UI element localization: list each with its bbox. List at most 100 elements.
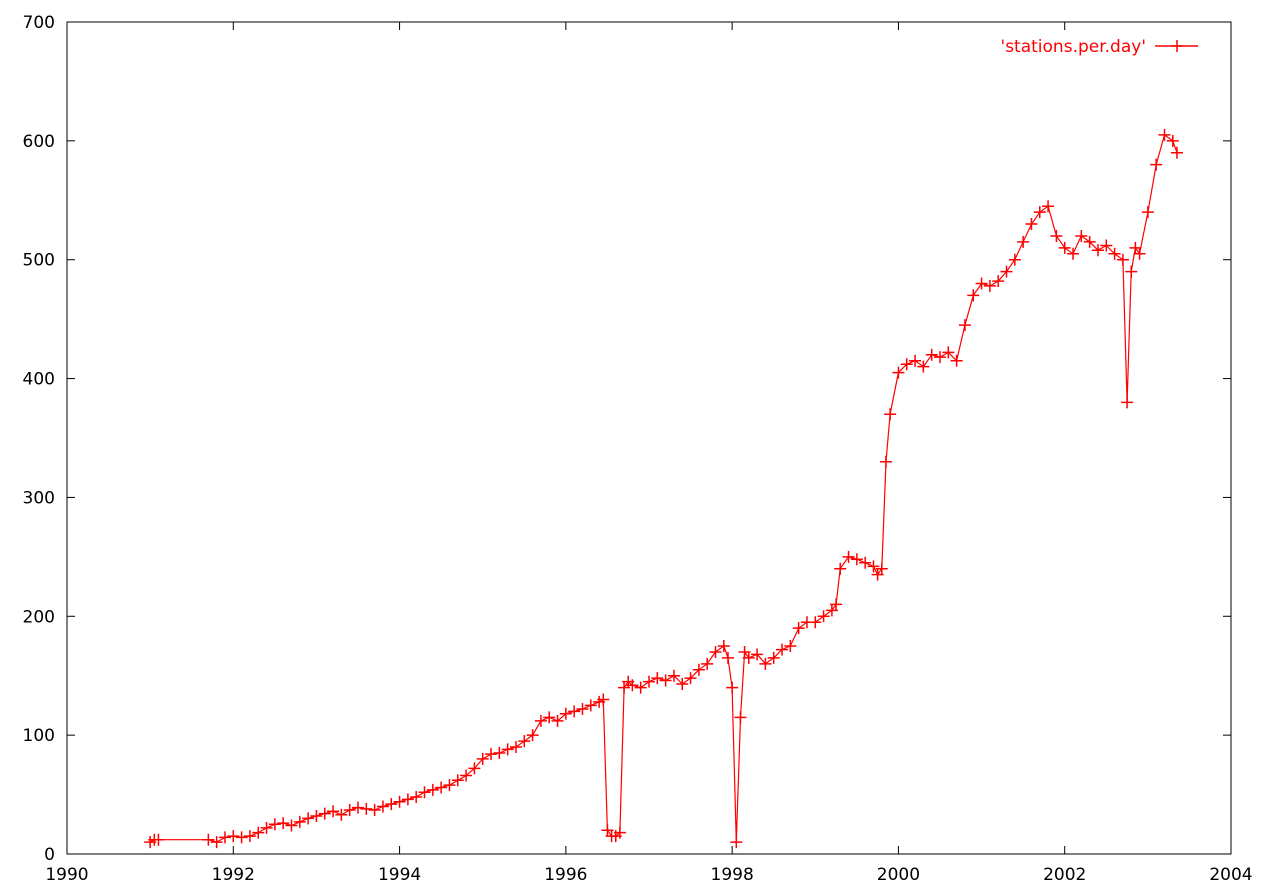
- data-point: [368, 804, 381, 817]
- data-point: [235, 831, 248, 844]
- data-point: [451, 774, 464, 787]
- data-point: [917, 360, 930, 373]
- data-point: [1008, 253, 1021, 266]
- data-point: [850, 553, 863, 566]
- data-point: [934, 351, 946, 364]
- data-point: [243, 830, 256, 843]
- data-point: [493, 746, 506, 759]
- data-point: [543, 711, 556, 724]
- data-point: [809, 616, 822, 629]
- data-point: [792, 622, 805, 635]
- data-point: [967, 289, 980, 302]
- data-point: [667, 669, 680, 682]
- data-point: [1075, 229, 1088, 242]
- y-tick-label: 300: [23, 488, 55, 508]
- data-point: [676, 678, 689, 691]
- data-point: [509, 741, 522, 754]
- data-point: [983, 279, 996, 292]
- data-point: [501, 743, 514, 756]
- data-point: [1042, 200, 1055, 213]
- data-point: [992, 275, 1005, 288]
- data-point: [925, 348, 938, 361]
- data-point: [551, 714, 564, 727]
- data-point: [950, 354, 963, 367]
- legend: 'stations.per.day': [1001, 37, 1198, 57]
- data-point: [318, 807, 331, 820]
- data-point: [1050, 229, 1063, 242]
- data-point: [310, 809, 323, 822]
- data-point: [651, 672, 664, 685]
- y-tick-label: 500: [23, 251, 55, 271]
- data-point: [842, 550, 855, 563]
- data-point: [817, 610, 830, 623]
- data-point: [1000, 265, 1013, 278]
- y-tick-label: 200: [23, 607, 55, 627]
- data-point: [401, 793, 414, 806]
- data-point: [534, 714, 547, 727]
- data-point: [485, 748, 498, 761]
- data-point: [879, 455, 892, 468]
- data-point: [759, 657, 772, 670]
- data-point: [285, 819, 298, 832]
- data-point: [1150, 158, 1163, 171]
- data-point: [1116, 253, 1129, 266]
- data-point: [210, 836, 223, 849]
- data-point: [830, 598, 843, 611]
- x-tick-label: 1998: [711, 865, 754, 885]
- data-point: [335, 808, 348, 821]
- data-point: [302, 812, 315, 825]
- legend-marker-sample: [1171, 40, 1183, 52]
- data-point: [1133, 247, 1146, 260]
- x-tick-label: 2000: [877, 865, 920, 885]
- data-point: [742, 651, 755, 664]
- data-point: [1158, 128, 1171, 141]
- data-point: [884, 408, 897, 421]
- data-point: [277, 817, 290, 830]
- data-point: [227, 830, 240, 843]
- data-point: [1017, 235, 1030, 248]
- data-point: [684, 672, 697, 685]
- data-point: [293, 815, 306, 828]
- data-point: [460, 769, 473, 782]
- y-tick-label: 700: [23, 13, 55, 33]
- data-point: [385, 798, 398, 811]
- data-point: [268, 818, 281, 831]
- data-point: [867, 560, 880, 573]
- data-point: [1033, 206, 1046, 219]
- legend-label: 'stations.per.day': [1001, 37, 1146, 57]
- data-point: [1170, 146, 1183, 159]
- data-point: [1083, 235, 1096, 248]
- data-point: [343, 804, 356, 817]
- y-tick-label: 0: [44, 845, 55, 865]
- data-point: [717, 640, 730, 652]
- data-point: [834, 562, 847, 575]
- plot-frame: [66, 21, 1232, 855]
- data-point: [909, 354, 922, 367]
- data-point: [559, 707, 572, 720]
- data-point: [443, 779, 456, 792]
- data-point: [526, 729, 539, 742]
- data-point: [418, 786, 431, 799]
- data-point: [900, 358, 913, 371]
- data-point: [393, 795, 406, 808]
- data-point: [202, 833, 215, 846]
- data-point: [1058, 241, 1071, 254]
- series-layer: [144, 128, 1183, 849]
- data-point: [568, 705, 581, 718]
- data-point: [726, 681, 739, 694]
- data-point: [376, 800, 389, 813]
- data-point: [701, 657, 714, 670]
- data-point: [435, 781, 448, 794]
- data-point: [892, 366, 905, 379]
- data-point: [252, 826, 265, 839]
- data-point: [643, 675, 655, 688]
- data-point: [476, 752, 489, 765]
- data-point: [152, 833, 165, 846]
- x-tick-label: 1992: [212, 865, 255, 885]
- data-point: [360, 802, 373, 815]
- data-point: [1125, 265, 1138, 278]
- y-tick-label: 400: [23, 370, 55, 390]
- data-point: [327, 805, 340, 818]
